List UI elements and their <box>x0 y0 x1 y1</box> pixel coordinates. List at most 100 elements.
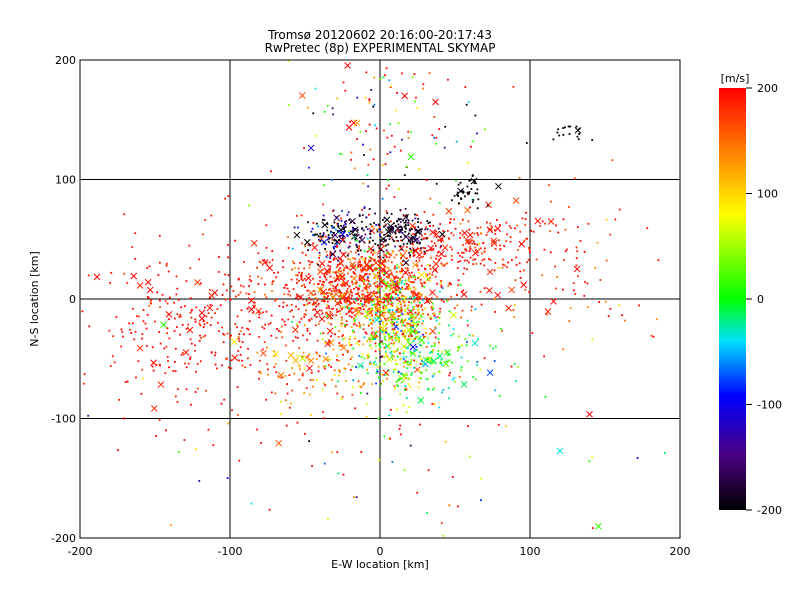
data-point <box>391 339 394 341</box>
data-point <box>424 295 427 298</box>
data-point <box>311 385 314 388</box>
data-point <box>369 340 372 343</box>
data-point <box>326 304 329 307</box>
data-point <box>226 357 228 360</box>
data-point <box>423 281 426 284</box>
data-point <box>141 337 143 340</box>
data-point <box>427 389 430 391</box>
data-point <box>237 350 240 352</box>
data-point <box>296 278 298 281</box>
data-point <box>474 378 477 381</box>
data-point <box>369 232 372 235</box>
data-point <box>314 324 317 327</box>
data-point <box>88 325 91 328</box>
data-point <box>461 309 464 312</box>
data-point <box>346 234 348 236</box>
data-point-x <box>230 338 238 346</box>
data-point <box>340 322 343 325</box>
data-point <box>408 334 411 337</box>
data-point <box>344 325 347 328</box>
data-point <box>175 275 178 278</box>
data-point <box>433 403 436 405</box>
data-point <box>361 296 364 299</box>
data-point <box>329 270 331 273</box>
data-point <box>332 231 335 234</box>
data-point <box>366 368 369 371</box>
data-point <box>373 303 376 306</box>
data-point <box>376 302 379 305</box>
data-point <box>396 281 399 284</box>
data-point <box>410 333 413 336</box>
data-point <box>417 323 419 326</box>
data-point <box>340 316 343 319</box>
data-point <box>420 344 423 347</box>
data-point <box>326 104 329 107</box>
data-point <box>395 225 397 228</box>
data-point <box>400 248 403 251</box>
data-point <box>363 301 366 304</box>
data-point <box>438 317 441 319</box>
data-point <box>605 218 608 221</box>
data-point <box>248 333 251 336</box>
data-point <box>476 227 479 229</box>
data-point <box>357 261 360 264</box>
data-point-x <box>307 357 315 365</box>
data-point-x <box>438 250 445 258</box>
data-point <box>388 293 391 296</box>
data-point <box>380 340 383 343</box>
data-point <box>395 275 398 278</box>
data-point <box>275 371 278 374</box>
data-point <box>472 199 475 201</box>
data-point <box>323 281 326 284</box>
data-point <box>256 351 259 354</box>
data-point <box>419 301 421 304</box>
data-point <box>381 272 384 274</box>
data-point <box>438 290 441 293</box>
data-point <box>352 229 355 232</box>
data-point <box>354 323 356 326</box>
data-point <box>368 213 370 216</box>
data-point <box>591 139 594 141</box>
data-point <box>401 294 403 297</box>
data-point <box>146 296 149 298</box>
data-point <box>440 262 443 265</box>
data-point <box>410 301 413 304</box>
data-point-x <box>323 267 331 275</box>
data-point <box>447 324 450 327</box>
data-point <box>365 273 368 275</box>
data-point <box>393 312 396 315</box>
data-point-x <box>182 349 190 356</box>
data-point <box>373 222 376 224</box>
data-point <box>341 285 344 288</box>
data-point <box>466 268 468 271</box>
data-point <box>400 372 403 375</box>
data-point <box>435 230 437 233</box>
data-point <box>436 296 438 298</box>
data-point <box>382 311 384 314</box>
data-point <box>394 339 397 342</box>
data-point <box>355 299 358 302</box>
data-point <box>141 377 144 380</box>
data-point <box>448 504 451 507</box>
chart-title: Tromsø 20120602 20:16:00-20:17:43 <box>267 28 492 42</box>
data-point <box>372 362 375 364</box>
data-point <box>505 221 508 224</box>
data-point <box>356 246 359 248</box>
data-point <box>334 300 337 302</box>
data-point <box>395 236 398 239</box>
data-point <box>409 385 411 388</box>
data-point <box>420 304 423 306</box>
data-point <box>390 269 392 272</box>
data-point <box>479 226 482 229</box>
data-point <box>422 299 425 301</box>
data-point <box>433 312 436 315</box>
data-point <box>303 283 306 286</box>
data-point <box>353 496 355 498</box>
data-point <box>227 256 230 259</box>
data-point <box>402 297 404 300</box>
data-point <box>221 293 224 296</box>
data-point <box>309 299 312 301</box>
data-point <box>302 334 304 337</box>
data-point <box>360 235 363 238</box>
data-point <box>168 318 170 321</box>
